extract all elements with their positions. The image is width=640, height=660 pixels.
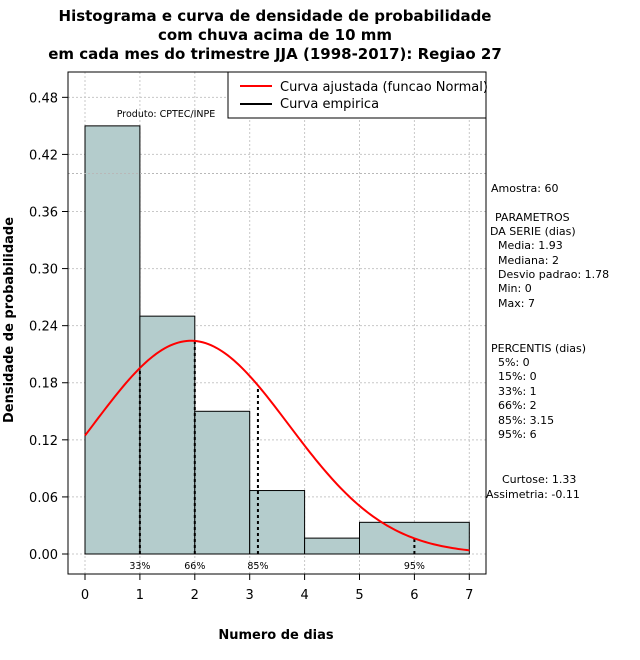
stats-panel: Amostra: 60 PARAMETROS DA SERIE (dias) M…: [486, 182, 609, 501]
legend-box: [227, 71, 487, 119]
stat-param-desvio: Desvio padrao: 1.78: [498, 268, 609, 281]
stat-amostra: Amostra: 60: [491, 182, 558, 195]
stat-percentis-header: PERCENTIS (dias): [491, 342, 586, 355]
normal-curve-group: [84, 339, 470, 552]
x-tick-label-4: 4: [300, 588, 308, 603]
y-tick-label-2: 0.12: [29, 434, 58, 449]
stat-param-header-1: PARAMETROS: [495, 211, 570, 224]
y-tick-label-0: 0.00: [29, 548, 58, 563]
y-axis-label: Densidade de probabilidade: [2, 217, 17, 423]
percentile-marker-label-3: 95%: [404, 561, 425, 572]
y-tick-label-1: 0.06: [29, 491, 58, 506]
stat-percentil-15: 15%: 0: [498, 370, 537, 383]
stat-param-max: Max: 7: [498, 297, 535, 310]
x-axis: 0 1 2 3 4 5 6 7: [81, 574, 473, 603]
y-tick-label-4: 0.24: [29, 320, 58, 335]
histogram-bars: [84, 125, 470, 555]
histogram-bar-4: [304, 537, 361, 555]
y-tick-label-6: 0.36: [29, 205, 58, 220]
x-tick-label-1: 1: [136, 588, 144, 603]
x-tick-label-6: 6: [410, 588, 418, 603]
stat-param-media: Media: 1.93: [498, 239, 563, 252]
normal-curve: [84, 339, 470, 552]
y-axis: 0.00 0.06 0.12 0.18 0.24 0.30 0.36 0.42 0.48: [29, 91, 68, 563]
stat-percentil-95: 95%: 6: [498, 428, 537, 441]
histogram-bar-0: [84, 125, 141, 555]
legend-label-normal: Curva ajustada (funcao Normal): [280, 80, 488, 95]
stat-param-header-2: DA SERIE (dias): [490, 225, 576, 238]
stat-curtose: Curtose: 1.33: [502, 473, 576, 486]
source-label: Produto: CPTEC/INPE: [117, 109, 216, 120]
percentile-marker-label-0: 33%: [129, 561, 150, 572]
y-tick-label-3: 0.18: [29, 377, 58, 392]
y-tick-label-8: 0.48: [29, 91, 58, 106]
chart-title-line-2: com chuva acima de 10 mm: [158, 26, 392, 44]
x-tick-label-0: 0: [81, 588, 89, 603]
x-tick-label-5: 5: [355, 588, 363, 603]
y-tick-label-5: 0.30: [29, 263, 58, 278]
y-tick-label-7: 0.42: [29, 148, 58, 163]
histogram-bar-1: [139, 315, 196, 555]
percentile-markers: 33% 66% 85% 95%: [129, 340, 425, 572]
percentile-marker-label-1: 66%: [184, 561, 205, 572]
stat-param-mediana: Mediana: 2: [498, 254, 559, 267]
x-axis-label: Numero de dias: [218, 628, 334, 643]
stat-percentil-33: 33%: 1: [498, 385, 537, 398]
x-tick-label-3: 3: [246, 588, 254, 603]
chart-title-line-1: Histograma e curva de densidade de proba…: [59, 7, 492, 25]
histogram-bar-2: [194, 410, 251, 555]
stat-percentil-66: 66%: 2: [498, 399, 537, 412]
x-tick-label-7: 7: [465, 588, 473, 603]
legend-label-empirical: Curva empirica: [280, 97, 379, 112]
stat-param-min: Min: 0: [498, 282, 532, 295]
percentile-marker-label-2: 85%: [247, 561, 268, 572]
legend: Curva ajustada (funcao Normal) Curva emp…: [227, 71, 488, 119]
stat-percentil-85: 85%: 3.15: [498, 414, 554, 427]
chart-title-line-3: em cada mes do trimestre JJA (1998-2017)…: [48, 45, 502, 63]
stat-assimetria: Assimetria: -0.11: [486, 488, 580, 501]
stat-percentil-5: 5%: 0: [498, 356, 530, 369]
x-tick-label-2: 2: [191, 588, 199, 603]
